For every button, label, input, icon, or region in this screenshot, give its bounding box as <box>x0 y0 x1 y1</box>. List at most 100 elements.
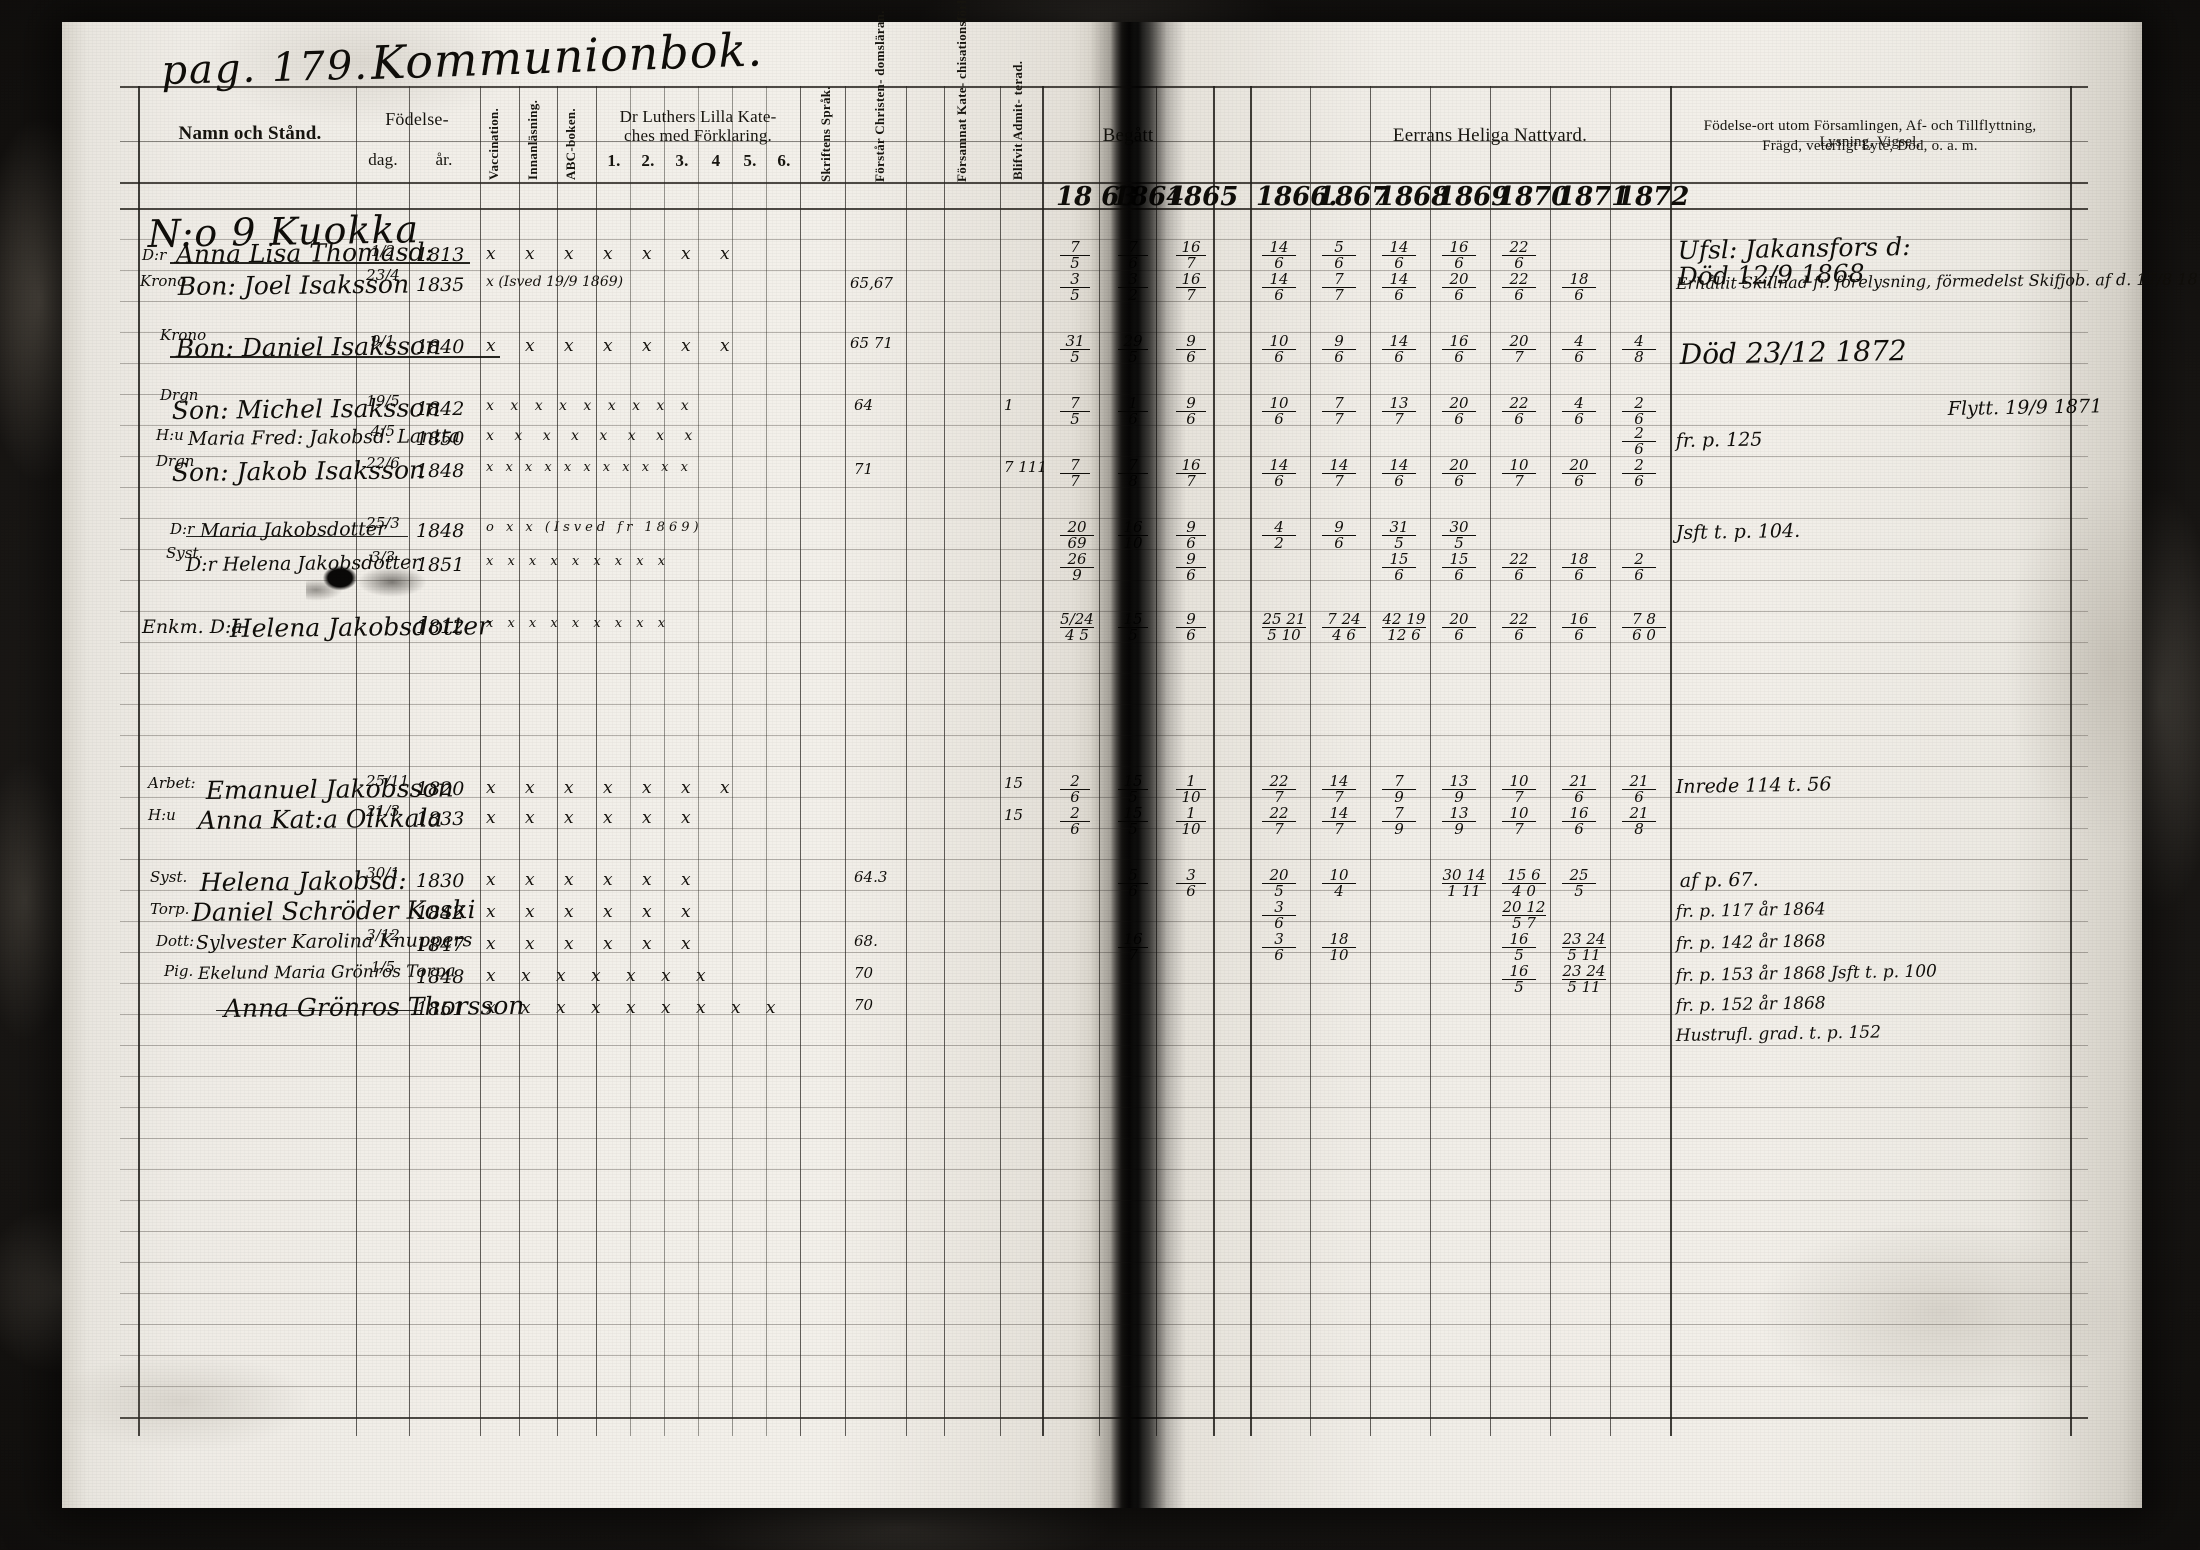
communion-mark: 20 69 <box>1060 520 1094 551</box>
header-catechism-col-4: 4 <box>711 151 721 170</box>
document-page: pag. 179. Kommunionbok. <box>62 0 2200 1508</box>
year-cell-1865: 1865 <box>1166 182 1239 212</box>
section-title-handwritten: Kommunionbok. <box>370 22 764 91</box>
entry-abc-marks: x x x x x x x x x x x <box>486 460 692 475</box>
entry-birth-year: 1833 <box>416 808 465 830</box>
entry-prefix: D:r <box>170 520 195 538</box>
communion-mark: 31 5 <box>1060 334 1090 365</box>
entry-birth-year: 1830 <box>416 870 465 892</box>
row-rule <box>120 673 2088 674</box>
entry-birth-year: 1840 <box>416 336 465 358</box>
col-rule-skriftens-sprak <box>845 86 846 1436</box>
communion-mark: 16 6 <box>1442 334 1476 365</box>
entry-birth-year: 1835 <box>416 274 465 296</box>
col-rule-1869 <box>1490 86 1491 1436</box>
header-forsamnat-katechisationsforhoren: Församnat Kate- chisationsförhören. <box>954 0 969 182</box>
row-rule <box>120 518 2088 519</box>
col-rule-innanlasning-left <box>519 86 520 1436</box>
header-remarks-line2: Frägd, veterligt Lyte, Död, o. a. m. <box>1762 138 1978 154</box>
col-rule-abc-left <box>557 86 558 1436</box>
communion-mark: 16 5 <box>1502 932 1536 963</box>
entry-abc-marks: x x x x x x x x x <box>486 616 671 631</box>
col-rule-admitterad <box>1000 86 1001 1436</box>
misc-mark: 71 <box>854 460 874 478</box>
row-rule <box>120 859 2088 860</box>
header-catechism-col-5: 5. <box>743 151 757 170</box>
communion-mark: 10 7 <box>1502 458 1536 489</box>
misc-mark: 68. <box>854 932 878 950</box>
communion-mark: 14 6 <box>1382 334 1416 365</box>
row-rule <box>120 642 2088 643</box>
communion-mark: 20 6 <box>1442 272 1476 303</box>
header-vaccination: Vaccination. <box>486 107 501 180</box>
communion-mark: 10 4 <box>1322 868 1356 899</box>
communion-mark: 15 5 <box>1118 806 1148 837</box>
communion-mark: 21 6 <box>1622 774 1656 805</box>
communion-mark: 7 24 4 6 <box>1322 612 1366 643</box>
col-rule-1872-end <box>1670 86 1672 1436</box>
header-catechism-line1: Dr Luthers Lilla Kate- <box>619 107 777 126</box>
communion-mark: 13 9 <box>1442 806 1476 837</box>
header-herrans-heliga-nattvard: Eerrans Heliga Nattvard. <box>1392 125 1588 146</box>
col-rule-1867 <box>1370 86 1371 1436</box>
entry-birth-day: 22/6 <box>366 454 400 472</box>
entry-birth-day: 4/5 <box>370 422 396 440</box>
communion-mark: 25 21 5 10 <box>1262 610 1306 644</box>
row-rule <box>120 1076 2088 1077</box>
communion-mark: 10 6 <box>1262 334 1296 365</box>
communion-mark: 14 6 <box>1382 272 1416 303</box>
communion-mark: 20 6 <box>1442 396 1476 427</box>
entry-name: Son: Michel Isaksson <box>171 393 441 425</box>
remark-note: Hustrufl. grad. t. p. 152 <box>1675 1022 1882 1046</box>
misc-mark: 7 111 <box>1004 458 1047 476</box>
communion-mark: 1 10 <box>1176 806 1206 837</box>
row-rule <box>120 301 2088 302</box>
communion-mark: 18 6 <box>1562 272 1596 303</box>
row-rule <box>120 487 2088 488</box>
col-rule-vaccination-left <box>480 86 481 1436</box>
entry-prefix: Enkm. D:a <box>142 616 243 638</box>
header-birth-day: dag. <box>368 150 398 169</box>
header-birth-year: år. <box>435 150 453 169</box>
entry-birth-year: 1848 <box>416 520 465 542</box>
entry-birth-day: 19/5 <box>366 392 400 410</box>
entry-prefix: Dott: <box>156 932 195 950</box>
communion-mark: 15 6 <box>1442 552 1476 583</box>
entry-prefix: Krono <box>160 326 207 344</box>
communion-mark: 14 7 <box>1322 806 1356 837</box>
entry-abc-marks: x x x x x x x x x <box>486 398 695 414</box>
entry-prefix: Drgn <box>156 452 195 470</box>
communion-mark: 42 19 12 6 <box>1382 610 1426 644</box>
communion-mark: 20 5 <box>1262 868 1296 899</box>
entry-prefix: D:r <box>142 246 167 264</box>
header-catechism-line2: ches med Förklaring. <box>624 126 772 145</box>
communion-mark: 20 6 <box>1442 458 1476 489</box>
ink-blot <box>306 556 456 618</box>
col-rule-cat-3 <box>698 86 699 1436</box>
communion-mark: 16 6 <box>1562 806 1596 837</box>
header-abc-boken: ABC-boken. <box>563 108 578 180</box>
col-rule-birthday-left <box>356 86 357 1436</box>
row-rule <box>120 1324 2088 1325</box>
communion-mark: 20 6 <box>1442 612 1476 643</box>
communion-mark: 13 9 <box>1442 774 1476 805</box>
header-name-and-stand: Namn och Stånd. <box>178 123 322 144</box>
misc-mark: 70 <box>854 964 874 982</box>
col-rule-1866 <box>1310 86 1311 1436</box>
communion-mark: 14 7 <box>1322 774 1356 805</box>
row-rule <box>120 1355 2088 1356</box>
entry-prefix: Torp. <box>150 900 190 918</box>
